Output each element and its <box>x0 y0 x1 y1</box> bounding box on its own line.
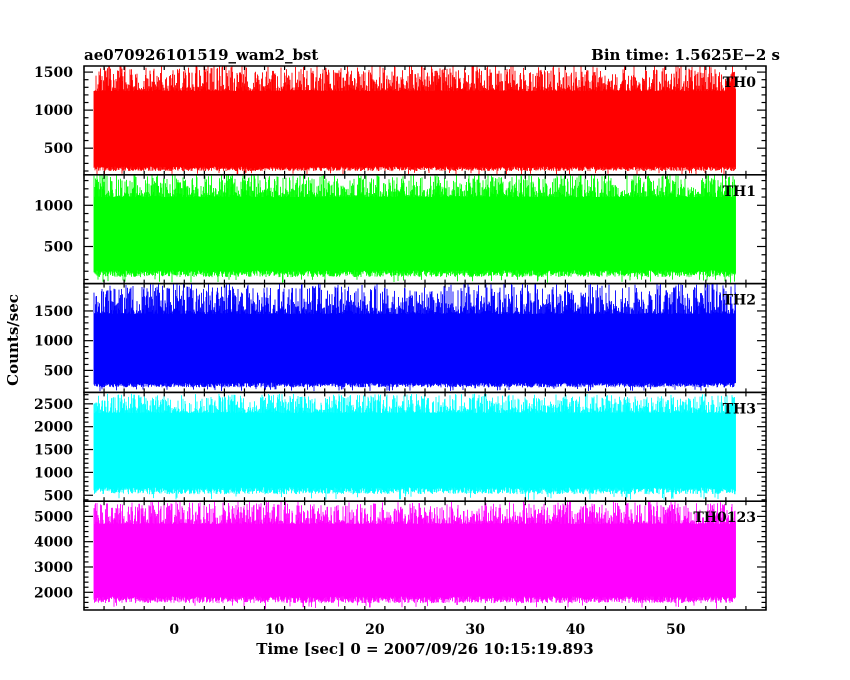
y-tick-label: 5000 <box>34 509 73 525</box>
panel-th0: 500 1000 1500 TH0 <box>34 65 767 176</box>
y-tick-label: 1000 <box>34 198 73 214</box>
y-tick-label: 1500 <box>34 443 73 459</box>
bin-time-label: Bin time: 1.5625E−2 s <box>591 46 780 64</box>
x-tick-label: 20 <box>365 622 385 638</box>
panel-th2: 500 1000 1500 TH2 <box>34 282 767 394</box>
chart-title: ae070926101519_wam2_bst <box>84 46 318 64</box>
series-trace-th0123 <box>93 501 736 609</box>
y-tick-label: 500 <box>44 488 73 504</box>
x-axis-label: Time [sec] 0 = 2007/09/26 10:15:19.893 <box>256 640 593 658</box>
y-tick-label: 1000 <box>34 465 73 481</box>
x-tick-label: 30 <box>465 622 485 638</box>
x-axis: 0 10 20 30 40 50 <box>169 622 685 638</box>
y-tick-label: 500 <box>44 363 73 379</box>
panel-th3: 500 1000 1500 2000 2500 TH3 <box>34 391 767 504</box>
y-tick-label: 3000 <box>34 560 73 576</box>
x-tick-label: 40 <box>566 622 586 638</box>
panel-label: TH0123 <box>693 510 756 526</box>
y-tick-label: 1000 <box>34 103 73 119</box>
y-tick-label: 4000 <box>34 535 73 551</box>
series-trace-th1 <box>93 174 736 283</box>
y-tick-label: 1500 <box>34 304 73 320</box>
panels-group: 50010001500TH05001000TH150010001500TH250… <box>34 65 767 611</box>
y-tick-label: 2500 <box>34 397 73 413</box>
y-tick-label: 1500 <box>34 65 73 81</box>
x-tick-label: 0 <box>169 622 179 638</box>
series-trace-th2 <box>93 283 736 392</box>
x-tick-label: 10 <box>265 622 285 638</box>
panel-th1: 500 1000 TH1 <box>34 174 767 285</box>
y-tick-label: 1000 <box>34 334 73 350</box>
series-trace-th3 <box>93 393 736 500</box>
panel-label: TH1 <box>723 184 756 200</box>
panel-th0123: 2000 3000 4000 5000 TH0123 <box>34 500 767 611</box>
panel-label: TH2 <box>723 293 756 309</box>
panel-label: TH3 <box>723 401 756 417</box>
series-trace-th0 <box>93 66 736 175</box>
y-axis-label: Counts/sec <box>4 294 22 386</box>
y-tick-label: 500 <box>44 240 73 256</box>
y-tick-label: 2000 <box>34 420 73 436</box>
y-tick-label: 2000 <box>34 585 73 601</box>
y-tick-label: 500 <box>44 141 73 157</box>
panel-label: TH0 <box>723 75 757 91</box>
x-tick-label: 50 <box>666 622 686 638</box>
